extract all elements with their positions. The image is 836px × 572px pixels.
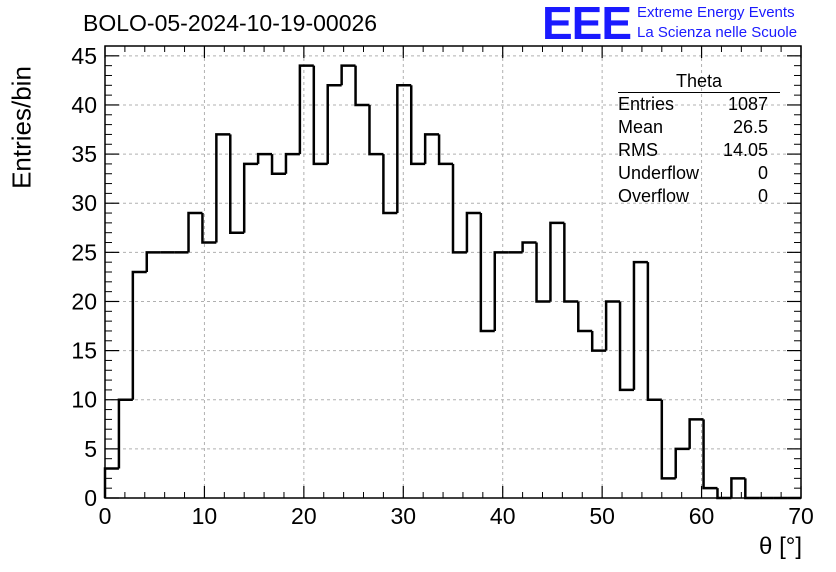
- x-tick-label: 30: [390, 503, 416, 529]
- y-axis-label: Entries/bin: [6, 66, 37, 189]
- stats-row-mean: Mean 26.5: [608, 116, 780, 139]
- stats-label: Mean: [618, 117, 664, 137]
- histogram-bin: [409, 85, 426, 166]
- x-axis: 0 10 20 30 40 50 60 70: [99, 46, 814, 529]
- logo-line-1: Extreme Energy Events: [637, 4, 795, 21]
- histogram-bin: [521, 241, 537, 253]
- histogram-bin: [229, 134, 245, 234]
- stats-label: RMS: [618, 140, 658, 160]
- histogram-bin: [382, 154, 398, 215]
- stats-row-underflow: Underflow 0: [608, 162, 780, 185]
- histogram-bin: [187, 211, 203, 253]
- histogram-bin: [242, 162, 259, 233]
- x-tick-label: 0: [99, 503, 112, 529]
- y-tick-label: 15: [71, 338, 97, 364]
- histogram-bin: [340, 64, 356, 86]
- y-tick-label: 25: [71, 239, 97, 265]
- histogram-bin: [702, 419, 718, 490]
- histogram-bin: [604, 300, 621, 351]
- x-tick-label: 70: [788, 503, 814, 529]
- logo-line-2: La Scienza nelle Scuole: [637, 24, 798, 41]
- histogram-bin: [201, 213, 217, 244]
- stats-title: Theta: [618, 72, 780, 93]
- histogram-bin: [131, 270, 147, 400]
- histogram-bin: [298, 64, 314, 155]
- histogram-bin: [674, 447, 690, 479]
- y-tick-label: 30: [71, 190, 97, 216]
- run-title: BOLO-05-2024-10-19-00026: [83, 10, 378, 36]
- stats-value: 0: [757, 186, 768, 206]
- stats-label: Overflow: [618, 186, 690, 206]
- histogram-bin: [716, 488, 732, 500]
- stats-value: 14.05: [722, 140, 768, 160]
- histogram-bin: [284, 152, 300, 174]
- histogram-bin: [451, 163, 467, 254]
- histogram-bin: [493, 251, 509, 331]
- histogram-bin: [479, 213, 495, 333]
- y-axis: 0 5 10 15 20 25 30 35 40 45: [71, 43, 801, 511]
- histogram-bin: [549, 221, 565, 302]
- stats-value: 26.5: [732, 117, 768, 137]
- stats-box: Theta Entries 1087 Mean 26.5 RMS 14.05 U…: [608, 72, 780, 208]
- y-tick-label: 10: [71, 387, 97, 413]
- x-axis-label: θ [°]: [759, 533, 802, 560]
- histogram-bin: [730, 477, 746, 498]
- eee-logo-text: Extreme Energy Events La Scienza nelle S…: [637, 3, 797, 43]
- histogram-series: [103, 64, 801, 500]
- stats-row-overflow: Overflow 0: [608, 185, 780, 208]
- stats-row-rms: RMS 14.05: [608, 139, 780, 162]
- histogram-bin: [465, 211, 481, 253]
- histogram-bin: [632, 260, 648, 390]
- histogram-bin: [535, 242, 551, 303]
- stats-value: 0: [757, 163, 768, 183]
- stats-value: 1087: [727, 94, 768, 114]
- histogram-bin: [256, 152, 273, 164]
- histogram-bin: [590, 330, 607, 352]
- stats-row-entries: Entries 1087: [608, 93, 780, 116]
- x-tick-label: 10: [192, 503, 218, 529]
- x-tick-label: 50: [589, 503, 615, 529]
- eee-logo-mark: EEE: [542, 0, 632, 49]
- histogram-bin: [312, 65, 328, 166]
- y-tick-label: 5: [84, 436, 97, 462]
- histogram-bin: [577, 301, 593, 333]
- histogram-bin: [688, 418, 704, 449]
- stats-label: Entries: [618, 94, 675, 114]
- histogram-bin: [437, 134, 453, 166]
- histogram-bin: [270, 154, 286, 175]
- y-tick-label: 20: [71, 288, 97, 314]
- y-tick-label: 45: [71, 43, 97, 69]
- histogram-bin: [423, 133, 440, 164]
- y-tick-label: 40: [71, 92, 97, 118]
- histogram-bin: [744, 478, 760, 500]
- histogram-bin: [646, 262, 662, 401]
- histogram-bin: [368, 104, 384, 156]
- histogram-bin: [145, 251, 161, 272]
- stats-label: Underflow: [618, 163, 700, 183]
- histogram-bin: [117, 398, 133, 469]
- histogram-bin: [396, 84, 412, 214]
- x-tick-label: 60: [689, 503, 715, 529]
- y-tick-label: 0: [84, 485, 97, 511]
- histogram-bin: [563, 222, 579, 303]
- histogram-bin: [354, 65, 370, 107]
- histogram-bin: [660, 399, 676, 480]
- y-tick-label: 35: [71, 141, 97, 167]
- x-tick-label: 40: [490, 503, 516, 529]
- histogram-bin: [215, 133, 231, 243]
- histogram-bin: [326, 84, 342, 164]
- histogram-bin: [618, 301, 634, 392]
- histogram-bin: [103, 467, 119, 498]
- x-tick-label: 20: [291, 503, 317, 529]
